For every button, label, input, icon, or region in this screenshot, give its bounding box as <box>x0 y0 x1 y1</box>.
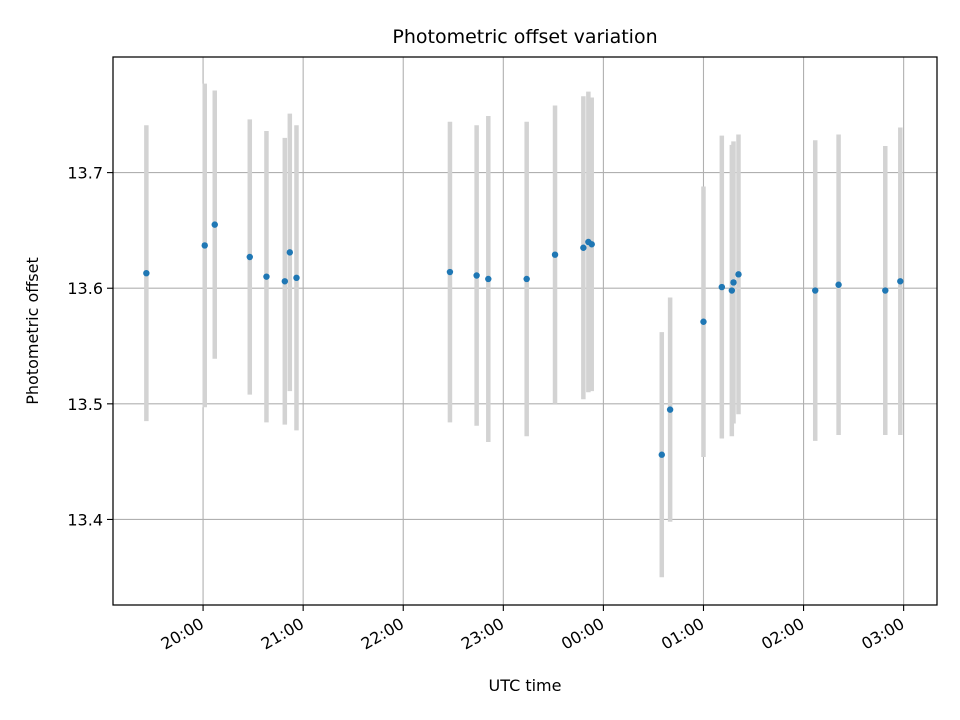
data-point <box>211 221 218 228</box>
data-point <box>835 281 842 288</box>
x-tick-label: 22:00 <box>358 614 407 654</box>
data-point <box>700 318 707 325</box>
data-point <box>286 249 294 256</box>
data-point <box>730 279 737 286</box>
data-point <box>812 287 819 294</box>
data-point <box>446 268 454 276</box>
y-axis-title: Photometric offset <box>23 257 42 405</box>
x-axis-title: UTC time <box>489 676 562 695</box>
data-point <box>666 406 674 413</box>
data-point <box>897 278 904 285</box>
data-point <box>658 451 665 458</box>
point-layer <box>143 221 904 458</box>
data-point <box>293 274 300 282</box>
data-point <box>485 275 492 283</box>
data-point <box>882 287 889 294</box>
x-tick-label: 03:00 <box>858 614 907 654</box>
data-point <box>523 275 530 283</box>
chart-title: Photometric offset variation <box>392 26 657 48</box>
data-point <box>473 272 480 279</box>
data-point <box>281 278 289 285</box>
x-tick-label: 21:00 <box>258 614 307 654</box>
data-point <box>246 253 253 261</box>
data-point <box>580 244 587 251</box>
y-tick-label: 13.7 <box>67 164 103 183</box>
data-point <box>735 271 742 278</box>
x-tick-label: 23:00 <box>458 614 507 654</box>
y-tick-label: 13.5 <box>67 395 103 414</box>
data-point <box>201 242 208 249</box>
y-tick-label: 13.6 <box>67 279 103 298</box>
x-tick-label: 02:00 <box>758 614 807 654</box>
data-point <box>728 287 736 294</box>
x-tick-label: 20:00 <box>158 614 207 654</box>
data-point <box>143 269 150 277</box>
data-point <box>551 251 559 258</box>
plot-frame <box>112 56 938 606</box>
data-point <box>718 283 726 291</box>
y-tick-label: 13.4 <box>67 510 103 529</box>
data-point <box>588 241 595 248</box>
data-point <box>263 273 270 280</box>
x-tick-label: 01:00 <box>658 614 707 654</box>
x-tick-label: 00:00 <box>558 614 607 654</box>
errorbar-layer <box>144 83 903 578</box>
